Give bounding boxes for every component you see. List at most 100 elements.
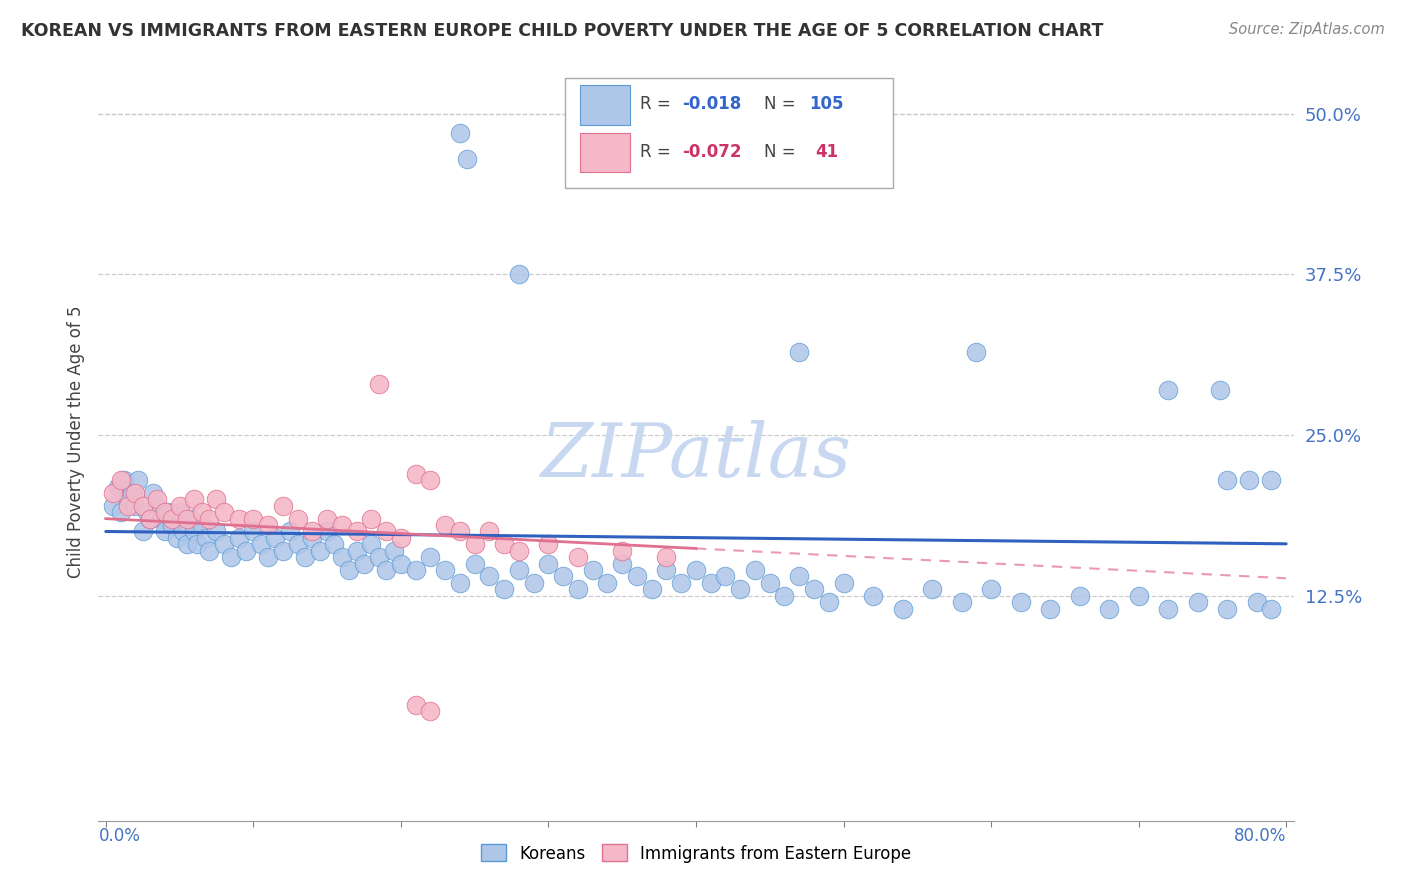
Text: 41: 41 <box>815 143 838 161</box>
Point <box>360 537 382 551</box>
Point <box>228 511 250 525</box>
Point <box>567 550 589 565</box>
Point <box>127 473 149 487</box>
Point <box>1098 601 1121 615</box>
Point <box>205 524 228 539</box>
Point <box>553 569 575 583</box>
Point <box>508 543 530 558</box>
Point <box>728 582 751 597</box>
Point <box>180 511 202 525</box>
Point <box>382 543 405 558</box>
Point <box>478 524 501 539</box>
Point <box>612 543 634 558</box>
Point <box>242 524 264 539</box>
Point <box>950 595 973 609</box>
Point <box>257 550 280 565</box>
Point <box>110 505 132 519</box>
Point <box>1157 601 1180 615</box>
Text: R =: R = <box>640 95 676 113</box>
Point <box>389 557 412 571</box>
Point <box>136 505 159 519</box>
Point <box>287 511 309 525</box>
Point <box>1216 473 1239 487</box>
Point <box>699 575 721 590</box>
FancyBboxPatch shape <box>565 78 893 187</box>
Point <box>124 486 146 500</box>
Point <box>1010 595 1032 609</box>
Point <box>612 557 634 571</box>
Point <box>124 499 146 513</box>
Point <box>449 575 471 590</box>
Point <box>107 479 129 493</box>
Point <box>685 563 707 577</box>
Point <box>190 505 212 519</box>
Point <box>219 550 242 565</box>
Point <box>1246 595 1268 609</box>
Point <box>316 511 339 525</box>
Point <box>235 543 257 558</box>
Y-axis label: Child Poverty Under the Age of 5: Child Poverty Under the Age of 5 <box>66 305 84 578</box>
Point <box>228 531 250 545</box>
Point <box>1187 595 1209 609</box>
Point <box>405 698 427 712</box>
Point <box>419 705 441 719</box>
Text: KOREAN VS IMMIGRANTS FROM EASTERN EUROPE CHILD POVERTY UNDER THE AGE OF 5 CORREL: KOREAN VS IMMIGRANTS FROM EASTERN EUROPE… <box>21 22 1104 40</box>
Point <box>101 486 124 500</box>
Point <box>456 152 478 166</box>
Point <box>195 531 218 545</box>
Point <box>832 575 855 590</box>
Point <box>1128 589 1150 603</box>
Point <box>242 511 264 525</box>
Point <box>160 511 183 525</box>
Point <box>1239 473 1261 487</box>
Point <box>183 492 205 507</box>
Point <box>117 499 139 513</box>
Point <box>142 486 165 500</box>
Point <box>316 524 339 539</box>
Point <box>1069 589 1091 603</box>
FancyBboxPatch shape <box>581 133 630 172</box>
Point <box>176 537 198 551</box>
Point <box>301 531 323 545</box>
Point <box>112 473 135 487</box>
Text: 0.0%: 0.0% <box>98 827 141 845</box>
Point <box>153 524 176 539</box>
Text: ZIPatlas: ZIPatlas <box>540 420 852 493</box>
Point <box>891 601 914 615</box>
Point <box>655 563 678 577</box>
Point <box>567 582 589 597</box>
Point <box>308 543 330 558</box>
Point <box>449 524 471 539</box>
Point <box>110 473 132 487</box>
Point <box>367 376 389 391</box>
Point <box>294 550 316 565</box>
Text: -0.072: -0.072 <box>682 143 741 161</box>
Point <box>160 518 183 533</box>
Point <box>367 550 389 565</box>
Point <box>641 582 664 597</box>
Point <box>1260 473 1282 487</box>
Point <box>537 557 560 571</box>
Point <box>278 524 301 539</box>
Point <box>301 524 323 539</box>
Point <box>139 511 162 525</box>
Point <box>464 557 486 571</box>
Point <box>249 537 271 551</box>
Point <box>360 511 382 525</box>
Point <box>375 524 398 539</box>
Point <box>862 589 884 603</box>
Point <box>1209 383 1232 397</box>
Text: R =: R = <box>640 143 676 161</box>
Point <box>744 563 766 577</box>
Point <box>176 511 198 525</box>
Point <box>139 511 162 525</box>
Point <box>1039 601 1062 615</box>
Text: 80.0%: 80.0% <box>1234 827 1286 845</box>
Point <box>212 505 235 519</box>
Text: 105: 105 <box>810 95 844 113</box>
Point <box>1216 601 1239 615</box>
Point <box>965 344 987 359</box>
Point <box>257 518 280 533</box>
Point <box>346 543 368 558</box>
Point <box>655 550 678 565</box>
